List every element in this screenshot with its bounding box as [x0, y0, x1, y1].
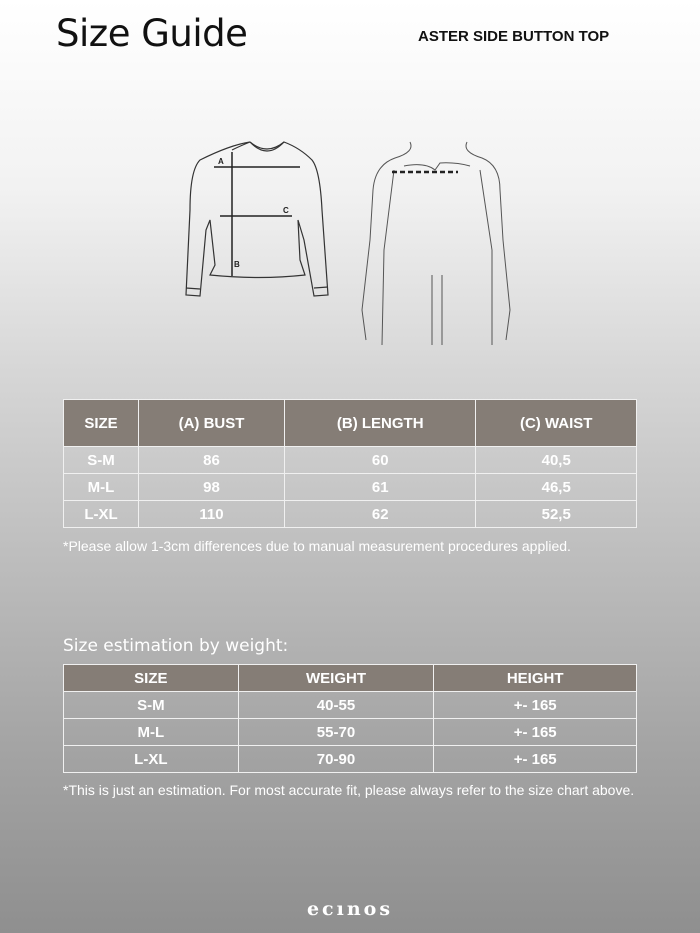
- column-header: SIZE: [62, 399, 140, 447]
- shirt-drawing: [185, 141, 329, 297]
- estimation-label: Size estimation by weight:: [63, 636, 289, 656]
- table-cell: 46,5: [475, 473, 637, 501]
- table-row: L-XL 70-90 +- 165: [63, 745, 637, 773]
- label-b: B: [234, 260, 240, 269]
- table-row: S-M 86 60 40,5: [62, 446, 637, 474]
- table-cell: L-XL: [63, 745, 239, 773]
- table-row: L-XL 110 62 52,5: [62, 500, 637, 528]
- page-title: Size Guide: [56, 12, 248, 55]
- table-cell: L-XL: [62, 500, 140, 528]
- table-cell: 70-90: [237, 745, 435, 773]
- table-cell: 60: [283, 446, 477, 474]
- table-cell: 55-70: [237, 718, 435, 746]
- table-cell: S-M: [63, 691, 239, 719]
- table-cell: 52,5: [475, 500, 637, 528]
- table-cell: 61: [283, 473, 477, 501]
- table-cell: 62: [283, 500, 477, 528]
- table-cell: +- 165: [433, 745, 637, 773]
- column-header: (A) BUST: [138, 399, 285, 447]
- table-cell: 40-55: [237, 691, 435, 719]
- column-header: WEIGHT: [237, 664, 435, 692]
- column-header: (B) LENGTH: [283, 399, 477, 447]
- table-row: M-L 55-70 +- 165: [63, 718, 637, 746]
- measurement-note: *Please allow 1-3cm differences due to m…: [63, 538, 571, 554]
- brand-logo: ecınos: [306, 898, 394, 920]
- table-row: M-L 98 61 46,5: [62, 473, 637, 501]
- table-cell: M-L: [63, 718, 239, 746]
- label-c: C: [283, 206, 289, 215]
- table-cell: M-L: [62, 473, 140, 501]
- table-cell: S-M: [62, 446, 140, 474]
- measurement-illustration: A B C: [185, 141, 511, 346]
- table-cell: 86: [138, 446, 285, 474]
- column-header: HEIGHT: [433, 664, 637, 692]
- estimation-note: *This is just an estimation. For most ac…: [63, 782, 635, 798]
- measurement-table: SIZE (A) BUST (B) LENGTH (C) WAIST S-M 8…: [62, 399, 637, 528]
- column-header: (C) WAIST: [475, 399, 637, 447]
- label-a: A: [218, 157, 224, 166]
- column-header: SIZE: [63, 664, 239, 692]
- table-header-row: SIZE (A) BUST (B) LENGTH (C) WAIST: [62, 399, 637, 447]
- product-name: ASTER SIDE BUTTON TOP: [418, 28, 610, 45]
- table-row: S-M 40-55 +- 165: [63, 691, 637, 719]
- table-cell: 98: [138, 473, 285, 501]
- table-cell: 40,5: [475, 446, 637, 474]
- table-cell: +- 165: [433, 691, 637, 719]
- table-cell: 110: [138, 500, 285, 528]
- body-drawing: [361, 141, 511, 346]
- table-header-row: SIZE WEIGHT HEIGHT: [63, 664, 637, 692]
- table-cell: +- 165: [433, 718, 637, 746]
- estimation-table: SIZE WEIGHT HEIGHT S-M 40-55 +- 165 M-L …: [63, 664, 637, 773]
